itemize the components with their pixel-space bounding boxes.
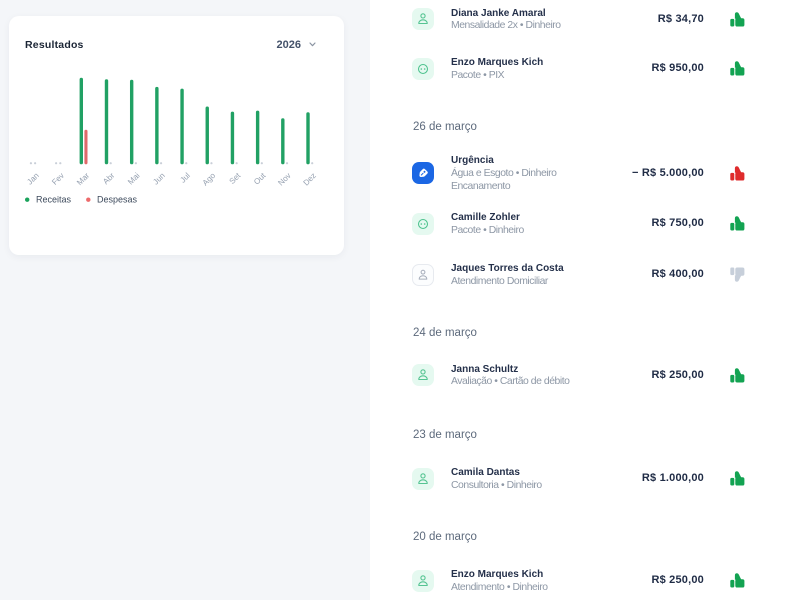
svg-text:Jul: Jul xyxy=(178,171,192,185)
svg-text:Jan: Jan xyxy=(25,171,40,186)
svg-text:Fev: Fev xyxy=(50,171,66,187)
svg-text:Dez: Dez xyxy=(301,171,317,187)
svg-text:Receitas: Receitas xyxy=(36,195,72,205)
svg-text:Nov: Nov xyxy=(276,171,292,187)
svg-text:Despesas: Despesas xyxy=(97,195,138,205)
svg-text:Ago: Ago xyxy=(201,171,218,188)
svg-text:Out: Out xyxy=(252,171,268,187)
svg-text:Jun: Jun xyxy=(151,171,166,186)
svg-text:Mar: Mar xyxy=(75,171,91,187)
svg-text:Abr: Abr xyxy=(101,171,116,186)
svg-text:Set: Set xyxy=(227,171,242,186)
svg-text:Mai: Mai xyxy=(126,171,142,187)
